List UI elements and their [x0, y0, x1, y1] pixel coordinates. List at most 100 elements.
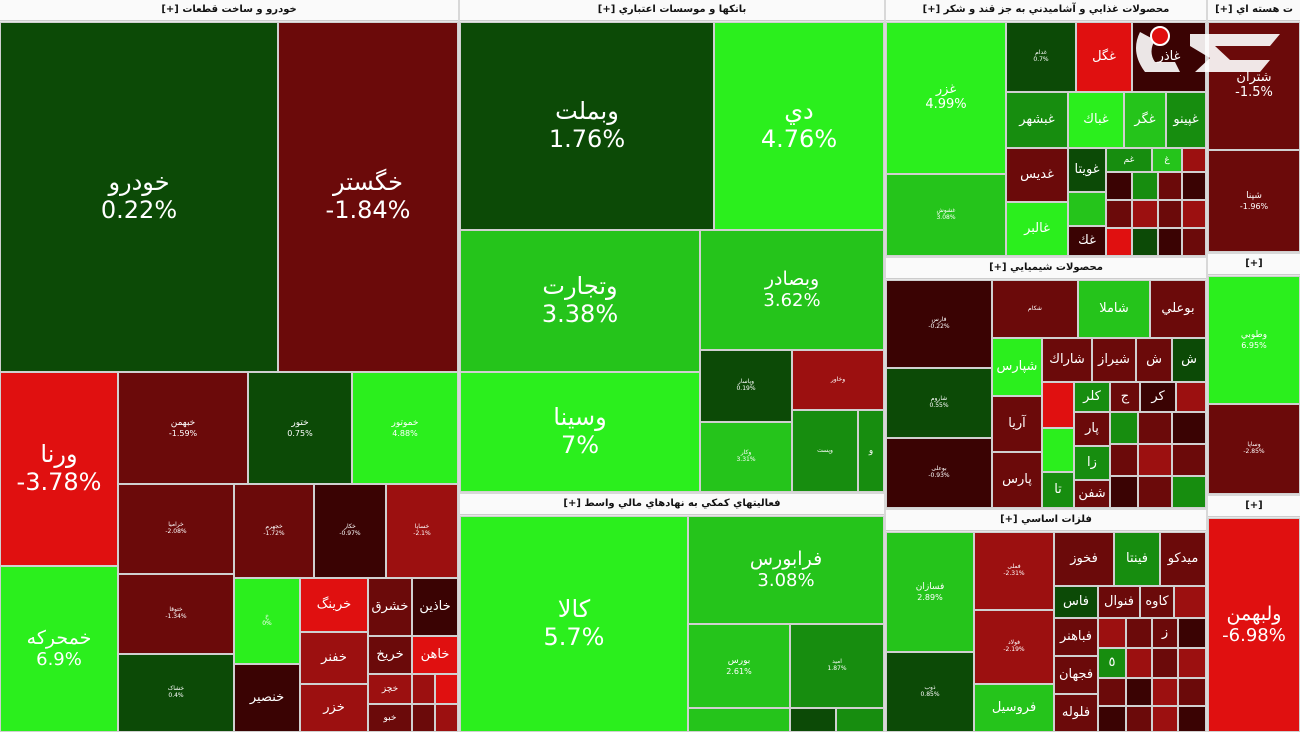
- tile-khejahor[interactable]: خجهرم -1.72%: [234, 484, 314, 578]
- sector-auto-title[interactable]: خودرو و ساخت قطعات [+]: [0, 0, 458, 21]
- tile-small[interactable]: [1068, 192, 1106, 226]
- tile-small[interactable]: [1158, 172, 1182, 200]
- tile-day[interactable]: دي 4.76%: [714, 22, 884, 230]
- tile-khefanar[interactable]: خفنر: [300, 632, 368, 684]
- tile-ghlbar[interactable]: غالبر: [1006, 202, 1068, 256]
- tile-ghvita[interactable]: غويتا: [1068, 148, 1106, 192]
- tile-small[interactable]: [1174, 586, 1206, 618]
- tile-khebahman[interactable]: خبهمن -1.59%: [118, 372, 248, 484]
- tile-small[interactable]: [1182, 200, 1206, 228]
- tile-small[interactable]: [1138, 476, 1172, 508]
- sector-financial-title[interactable]: فعاليتهاي کمکي به نهادهاي مالي واسط [+]: [460, 494, 884, 515]
- tile-vlbahman[interactable]: ولبهمن -6.98%: [1208, 518, 1300, 732]
- tile-small[interactable]: [1178, 618, 1206, 648]
- tile-vetoobi[interactable]: وطوبي 6.95%: [1208, 276, 1300, 404]
- tile-small[interactable]: [1098, 678, 1126, 706]
- tile-varna[interactable]: ورنا -3.78%: [0, 372, 118, 566]
- tile-ghgol[interactable]: غگل: [1076, 22, 1132, 92]
- sector-chemical-title[interactable]: محصولات شيميايي [+]: [886, 258, 1206, 279]
- tile-small[interactable]: [1172, 476, 1206, 508]
- tile-small[interactable]: [1182, 172, 1206, 200]
- tile-ghgor[interactable]: غگر: [1124, 92, 1166, 148]
- tile-fas[interactable]: فاس: [1054, 586, 1098, 618]
- tile-khopars[interactable]: فارس -0.22%: [886, 280, 992, 368]
- tile-fkhoz[interactable]: فخوز: [1054, 532, 1114, 586]
- tile-small[interactable]: [1126, 678, 1152, 706]
- tile-small[interactable]: [1182, 148, 1206, 172]
- sector-right-mid-title[interactable]: [+]: [1208, 254, 1300, 275]
- tile-small[interactable]: [1106, 200, 1132, 228]
- tile-aria[interactable]: آريا: [992, 396, 1042, 452]
- tile-kalor[interactable]: كلر: [1074, 382, 1110, 412]
- sector-pharma-title[interactable]: [+]: [1208, 496, 1300, 517]
- sector-metals-title[interactable]: فلزات اساسي [+]: [886, 510, 1206, 531]
- tile-shchem2[interactable]: شاروم 0.55%: [886, 368, 992, 438]
- tile-vesapa[interactable]: وساپا -2.85%: [1208, 404, 1300, 494]
- tile-ghghom[interactable]: غم: [1106, 148, 1152, 172]
- tile-farabours[interactable]: فرابورس 3.08%: [688, 516, 884, 624]
- tile-small[interactable]: [1178, 706, 1206, 732]
- tile-shpar[interactable]: پار: [1074, 412, 1110, 446]
- tile-small[interactable]: [1110, 412, 1138, 444]
- tile-forosil[interactable]: فروسيل: [974, 684, 1054, 732]
- tile-vabmelat[interactable]: وبملت 1.76%: [460, 22, 714, 230]
- tile-small[interactable]: [1106, 228, 1132, 256]
- tile-khasharq[interactable]: خشرق: [368, 578, 412, 636]
- tile-vetejarat[interactable]: وتجارت 3.38%: [460, 230, 700, 372]
- tile-khetoogha[interactable]: ختوقا -1.34%: [118, 574, 234, 654]
- tile-small[interactable]: [1132, 200, 1158, 228]
- tile-small[interactable]: [1126, 648, 1152, 678]
- tile-kheramia[interactable]: خرامیا -2.08%: [118, 484, 234, 574]
- tile-khgreen1[interactable]: خ 0%: [234, 578, 300, 664]
- tile-pars[interactable]: پارس: [992, 452, 1042, 508]
- tile-sharak[interactable]: شاراك: [1042, 338, 1092, 382]
- tile-vb3[interactable]: وکار 3.31%: [700, 422, 792, 492]
- tile-fnita[interactable]: فينتا: [1114, 532, 1160, 586]
- tile-ghpino[interactable]: غپینو: [1166, 92, 1206, 148]
- tile-small[interactable]: [1132, 172, 1158, 200]
- tile-fmeta[interactable]: فولاد -2.19%: [974, 610, 1054, 684]
- tile-shsm[interactable]: ش: [1136, 338, 1172, 382]
- tile-small[interactable]: [1152, 706, 1178, 732]
- tile-small[interactable]: [412, 674, 435, 704]
- tile-small[interactable]: [412, 704, 435, 732]
- tile-small[interactable]: [1172, 444, 1206, 476]
- tile-ghghak[interactable]: غك: [1068, 226, 1106, 256]
- tile-khojaz[interactable]: خچز: [368, 674, 412, 704]
- tile-small[interactable]: [1178, 678, 1206, 706]
- tile-small[interactable]: [435, 674, 458, 704]
- tile-f5[interactable]: ٥: [1098, 648, 1126, 678]
- tile-small[interactable]: [1172, 412, 1206, 444]
- tile-small[interactable]: [1182, 228, 1206, 256]
- tile-shkr[interactable]: كر: [1140, 382, 1176, 412]
- tile-shchem3[interactable]: بوعلی -0.93%: [886, 438, 992, 508]
- tile-small[interactable]: [1126, 706, 1152, 732]
- tile-khazar[interactable]: خزر: [300, 684, 368, 732]
- tile-small[interactable]: [1152, 678, 1178, 706]
- tile-khmsh[interactable]: خشاک 0.4%: [118, 654, 234, 732]
- tile-vebsader[interactable]: وبصادر 3.62%: [700, 230, 884, 350]
- tile-ghdis[interactable]: غديس: [1006, 148, 1068, 202]
- tile-small[interactable]: [435, 704, 458, 732]
- tile-khahn[interactable]: خاهن: [412, 636, 458, 674]
- tile-small[interactable]: [1110, 444, 1138, 476]
- tile-small[interactable]: [1138, 412, 1172, 444]
- tile-khrikh[interactable]: خریخ: [368, 636, 412, 674]
- tile-small[interactable]: [1178, 648, 1206, 678]
- tile-small[interactable]: [790, 708, 836, 732]
- tile-shsm2[interactable]: ش: [1172, 338, 1206, 382]
- tile-fz[interactable]: ز: [1152, 618, 1178, 648]
- tile-small[interactable]: [1158, 228, 1182, 256]
- tile-ghshvash[interactable]: غشوش 3.08%: [886, 174, 1006, 256]
- tile-shamla[interactable]: شاملا: [1078, 280, 1150, 338]
- tile-shj[interactable]: ج: [1110, 382, 1140, 412]
- tile-vb2[interactable]: وخاور: [792, 350, 884, 410]
- tile-small[interactable]: [1042, 382, 1074, 428]
- tile-fbahonar[interactable]: فباهنر: [1054, 618, 1098, 656]
- tile-fasazan[interactable]: فسازان 2.89%: [886, 532, 974, 652]
- tile-bouali[interactable]: بوعلي: [1150, 280, 1206, 338]
- tile-ghtop[interactable]: غدام 0.7%: [1006, 22, 1076, 92]
- tile-fzob[interactable]: ذوب 0.85%: [886, 652, 974, 732]
- tile-bours[interactable]: بورس 2.61%: [688, 624, 790, 708]
- tile-small[interactable]: [688, 708, 790, 732]
